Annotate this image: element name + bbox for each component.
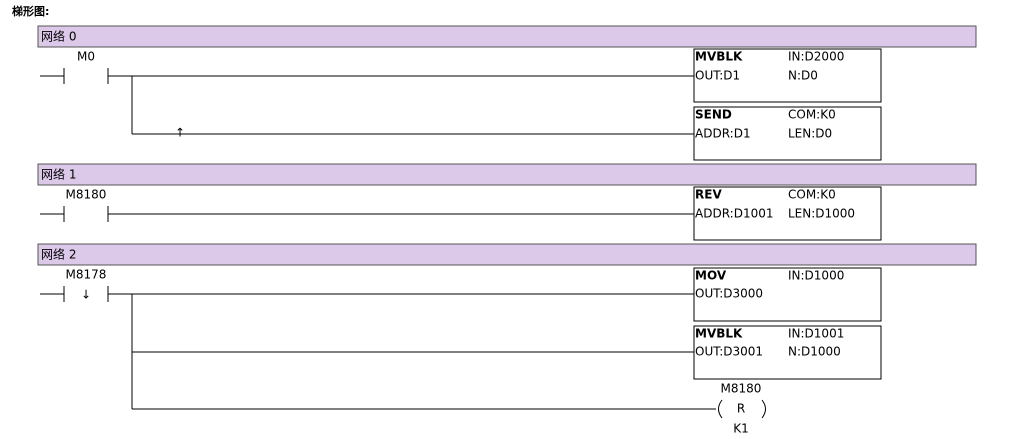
block-name: MVBLK [695, 50, 743, 64]
block-name: REV [695, 188, 722, 202]
block-param: LEN:D1000 [788, 207, 855, 221]
function-block [693, 186, 882, 241]
block-name: MOV [695, 269, 727, 283]
block-param: ADDR:D1 [695, 127, 751, 141]
block-param: IN:D2000 [788, 50, 844, 64]
coil-left [718, 399, 723, 419]
block-param: IN:D1001 [788, 327, 844, 341]
contact-label: M8178 [66, 268, 107, 282]
network-label: 网络 2 [41, 247, 76, 262]
coil-operand: M8180 [721, 382, 762, 396]
branch-marker: ↑ [175, 126, 185, 140]
function-block [693, 267, 882, 322]
block-param: OUT:D3000 [695, 287, 763, 301]
block-name: MVBLK [695, 327, 743, 341]
block-param: N:D1000 [788, 345, 841, 359]
network-bar [37, 243, 977, 266]
network-label: 网络 0 [41, 29, 76, 44]
block-param: LEN:D0 [788, 127, 832, 141]
block-param: OUT:D3001 [695, 345, 763, 359]
network-label: 网络 1 [41, 167, 76, 182]
block-param: IN:D1000 [788, 269, 844, 283]
function-block [693, 106, 882, 161]
block-param: ADDR:D1001 [695, 207, 773, 221]
contact-label: M0 [77, 50, 95, 64]
block-param: OUT:D1 [695, 69, 740, 83]
block-param: COM:K0 [788, 108, 836, 122]
network-bar [37, 25, 977, 48]
function-block [693, 48, 882, 103]
network-bar [37, 163, 977, 186]
contact-marker: ↓ [81, 288, 91, 302]
page-title: 梯形图: [12, 4, 49, 18]
contact-label: M8180 [66, 188, 107, 202]
block-name: SEND [695, 108, 732, 122]
coil-right [761, 399, 766, 419]
block-param: COM:K0 [788, 188, 836, 202]
coil-count: K1 [733, 422, 749, 436]
coil-type: R [737, 402, 745, 416]
block-param: N:D0 [788, 69, 818, 83]
function-block [693, 325, 882, 380]
